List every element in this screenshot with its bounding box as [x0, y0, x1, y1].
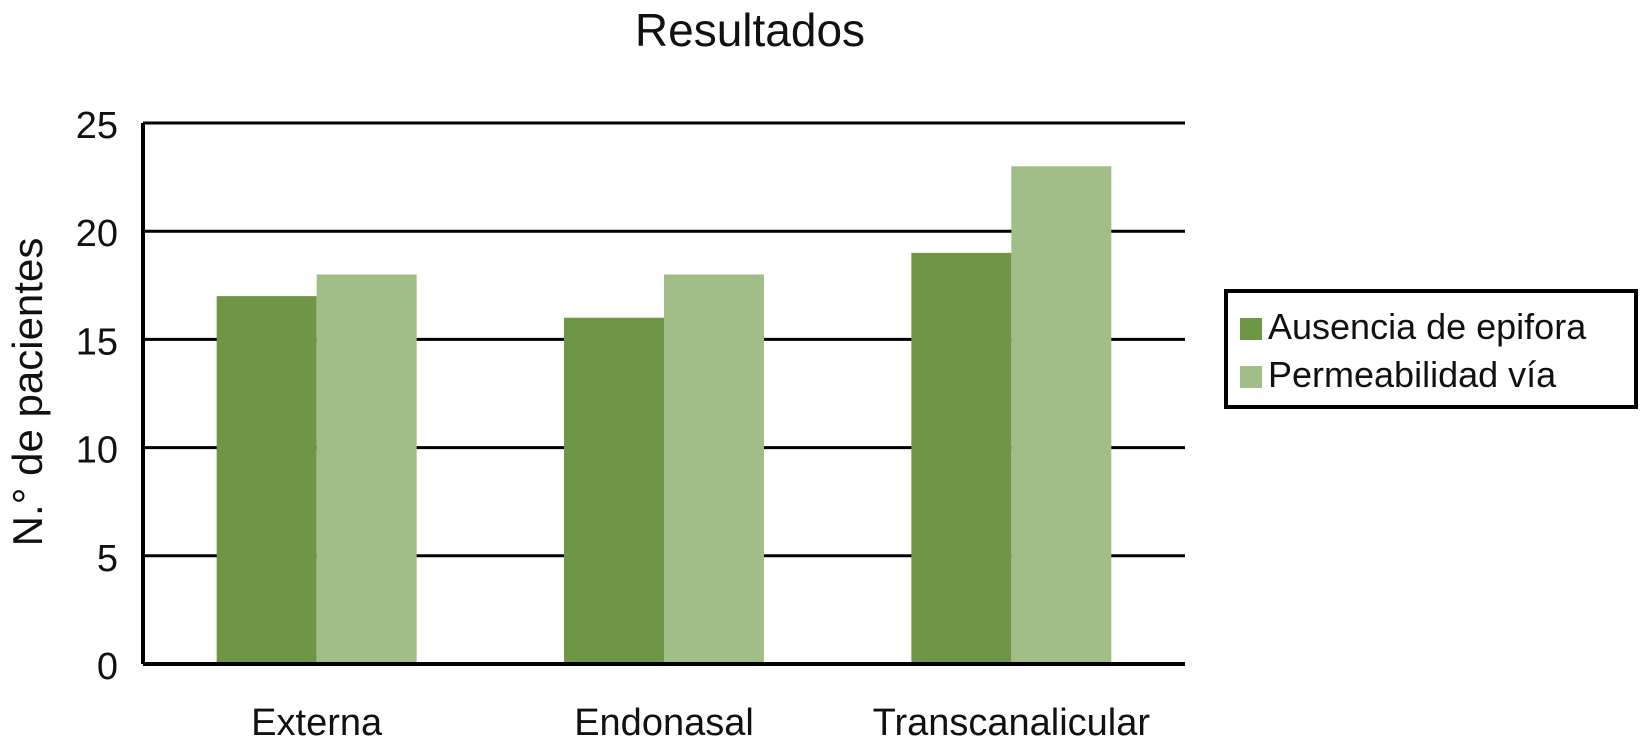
y-axis-label: N.° de pacientes — [4, 238, 51, 547]
x-tick-label: Transcanalicular — [873, 702, 1151, 744]
y-tick-label: 20 — [76, 213, 118, 255]
x-tick-labels: Externa Endonasal Transcanalicular — [251, 702, 1150, 744]
chart-title: Resultados — [635, 4, 865, 56]
bar-ausencia-1 — [564, 317, 664, 664]
legend-swatch — [1240, 318, 1262, 340]
y-tick-label: 10 — [76, 430, 118, 472]
y-tick-label: 15 — [76, 321, 118, 363]
bar-permeabilidad-1 — [664, 274, 764, 664]
bar-ausencia-0 — [216, 296, 317, 664]
x-tick-label: Externa — [251, 702, 383, 744]
legend-label: Permeabilidad vía — [1268, 354, 1557, 395]
bar-ausencia-2 — [911, 252, 1012, 664]
y-tick-labels: 0 5 10 15 20 25 — [76, 105, 118, 688]
x-tick-label: Endonasal — [574, 702, 754, 744]
bar-permeabilidad-2 — [1011, 166, 1112, 664]
legend-box — [1224, 289, 1638, 409]
y-tick-label: 5 — [97, 538, 118, 580]
bar-permeabilidad-0 — [316, 274, 417, 664]
y-tick-label: 0 — [97, 646, 118, 688]
bars — [216, 166, 1112, 664]
y-tick-label: 25 — [76, 105, 118, 147]
legend-label: Ausencia de epifora — [1268, 306, 1587, 347]
legend: Ausencia de epifora Permeabilidad vía — [1224, 289, 1638, 409]
axes — [141, 123, 1185, 666]
legend-swatch — [1240, 366, 1262, 388]
